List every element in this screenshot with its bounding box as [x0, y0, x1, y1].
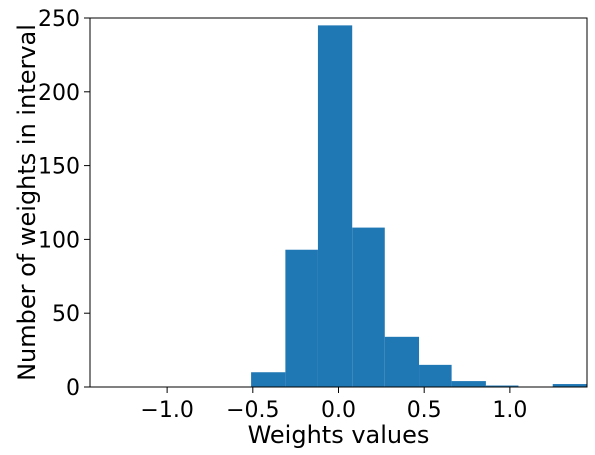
- histogram-bar-2: [317, 25, 353, 387]
- histogram-bar-0: [251, 372, 286, 387]
- y-tick-label-0: 0: [66, 376, 80, 401]
- x-axis-ticks: −1.0 −0.5 0.0 0.5 1.0: [140, 387, 527, 423]
- y-tick-label-2: 100: [38, 228, 80, 253]
- histogram-bar-9: [552, 384, 587, 387]
- y-tick-label-3: 150: [38, 155, 80, 180]
- histogram-bar-7: [485, 385, 519, 387]
- histogram-bar-3: [352, 227, 385, 387]
- y-tick-label-5: 250: [38, 7, 80, 32]
- x-tick-label-0: −1.0: [140, 398, 193, 423]
- y-axis-ticks: 0 50 100 150 200 250: [38, 7, 90, 401]
- histogram-bar-5: [419, 364, 452, 387]
- histogram-bar-6: [451, 381, 486, 387]
- x-axis-label: Weights values: [248, 421, 430, 449]
- y-tick-label-4: 200: [38, 81, 80, 106]
- x-tick-label-3: 0.5: [407, 398, 442, 423]
- y-tick-label-1: 50: [52, 302, 80, 327]
- histogram-bar-4: [384, 336, 420, 387]
- x-tick-label-4: 1.0: [492, 398, 527, 423]
- x-tick-label-2: 0.0: [321, 398, 356, 423]
- histogram-bars: [251, 25, 587, 387]
- x-tick-label-1: −0.5: [226, 398, 279, 423]
- histogram-bar-1: [285, 249, 318, 387]
- y-axis-label: Number of weights in interval: [13, 24, 41, 381]
